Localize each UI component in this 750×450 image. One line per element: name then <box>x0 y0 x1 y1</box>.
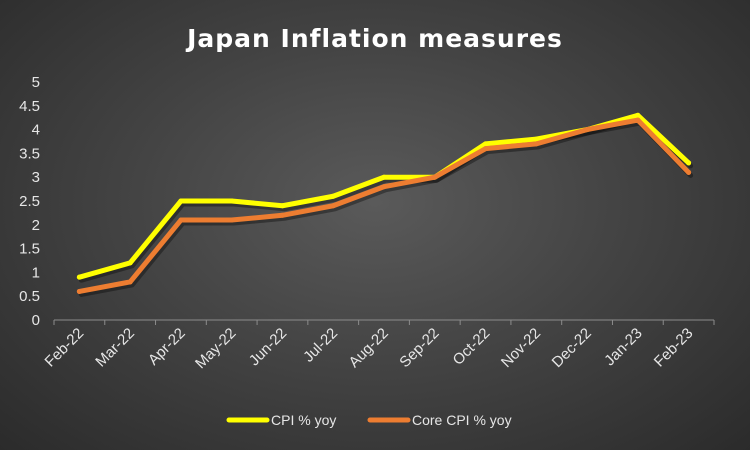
data-point <box>279 212 285 218</box>
data-point <box>330 203 336 209</box>
data-point <box>381 184 387 190</box>
data-point <box>178 198 184 204</box>
x-tick-label: Apr-22 <box>145 325 189 369</box>
legend-label: Core CPI % yoy <box>412 412 512 428</box>
data-point <box>635 112 641 118</box>
data-point <box>686 169 692 175</box>
y-tick-label: 2.5 <box>19 193 40 210</box>
data-point <box>381 174 387 180</box>
x-tick-label: Jul-22 <box>300 325 341 366</box>
data-point <box>76 288 82 294</box>
chart-title: Japan Inflation measures <box>185 24 563 53</box>
y-tick-label: 1 <box>32 264 40 281</box>
data-point <box>178 217 184 223</box>
axes: 0 0.5 1 1.5 2 2.5 3 3.5 4 4.5 5 Feb-22 Mar-22 Apr-22 M… <box>19 74 715 372</box>
series-line-1 <box>76 117 692 294</box>
x-tick-label: Mar-22 <box>92 325 138 371</box>
y-tick-label: 3.5 <box>19 145 40 162</box>
x-tick-label: Jan-23 <box>601 325 645 369</box>
series-line-0 <box>76 112 692 280</box>
series-shadow <box>78 120 694 297</box>
x-tick-label: Feb-22 <box>42 325 88 371</box>
series-layer <box>76 112 694 297</box>
legend: CPI % yoy Core CPI % yoy <box>226 412 512 428</box>
y-tick-label: 3 <box>32 169 40 186</box>
data-point <box>279 203 285 209</box>
y-tick-label: 0 <box>32 312 40 329</box>
y-tick-label: 2 <box>32 217 40 234</box>
data-point <box>229 198 235 204</box>
x-tick-label: Nov-22 <box>498 325 544 371</box>
data-point <box>229 217 235 223</box>
y-tick-label: 5 <box>32 74 40 91</box>
data-point <box>533 141 539 147</box>
x-tick-label: Oct-22 <box>450 325 494 369</box>
data-point <box>686 160 692 166</box>
legend-label: CPI % yoy <box>271 412 336 428</box>
x-tick-label: Feb-23 <box>651 325 697 371</box>
data-point <box>432 174 438 180</box>
y-tick-label: 0.5 <box>19 288 40 305</box>
x-tick-label: Sep-22 <box>396 325 442 371</box>
y-tick-label: 1.5 <box>19 241 40 258</box>
data-point <box>76 274 82 280</box>
y-tick-label: 4 <box>32 122 40 139</box>
x-tick-label: Jun-22 <box>246 325 290 369</box>
data-point <box>483 141 489 147</box>
data-point <box>330 193 336 199</box>
data-point <box>635 117 641 123</box>
x-tick-label: Aug-22 <box>346 325 392 371</box>
data-point <box>483 146 489 152</box>
y-tick-label: 4.5 <box>19 98 40 115</box>
data-point <box>533 136 539 142</box>
series-shadow <box>78 115 694 283</box>
x-tick-label: May-22 <box>192 325 239 372</box>
data-point <box>127 260 133 266</box>
x-tick-label: Dec-22 <box>549 325 595 371</box>
data-point <box>584 127 590 133</box>
data-point <box>127 279 133 285</box>
